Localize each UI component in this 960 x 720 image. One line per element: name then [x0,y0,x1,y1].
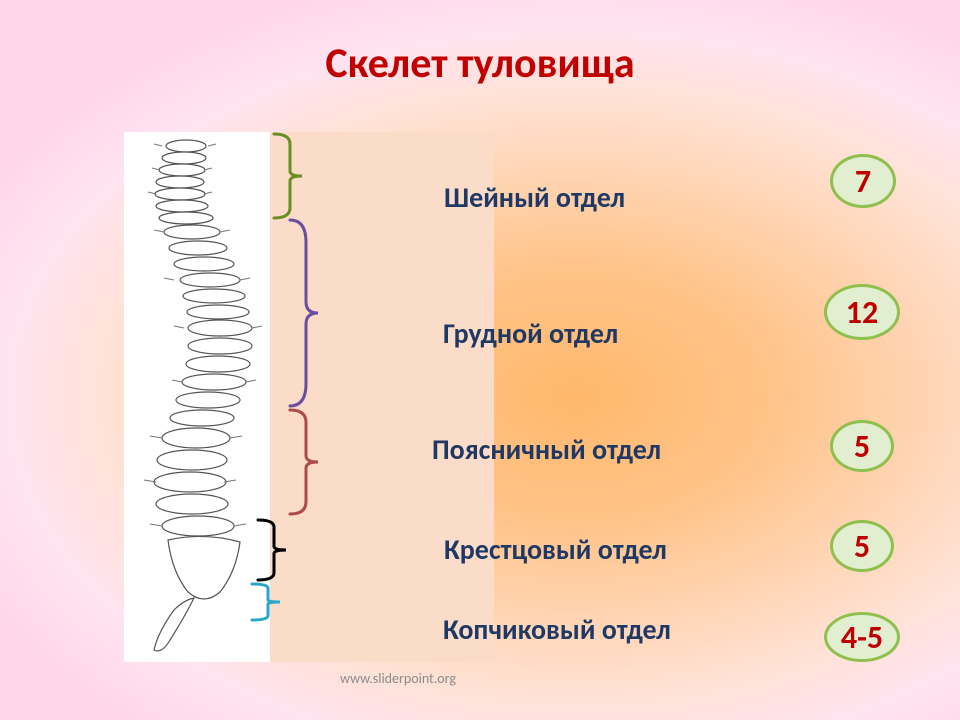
slide: Скелет туловища [0,0,960,720]
label-thoracic: Грудной отдел [443,316,618,351]
count-thoracic: 12 [846,293,878,332]
label-coccyx: Копчиковый отдел [443,612,671,647]
bubble-coccyx: 4-5 [824,612,900,662]
count-cervical: 7 [855,162,871,201]
footer-url: www.sliderpoint.org [340,670,456,687]
slide-title: Скелет туловища [0,38,960,89]
label-sacral: Крестцовый отдел [444,532,667,567]
spine-icon [124,132,270,662]
spine-panel [124,132,494,662]
label-cervical: Шейный отдел [444,180,625,215]
bubble-sacral: 5 [830,520,894,572]
label-lumbar: Поясничный отдел [432,432,661,467]
count-coccyx: 4-5 [841,618,883,657]
bubble-thoracic: 12 [824,284,900,340]
bubble-lumbar: 5 [830,420,894,472]
bubble-cervical: 7 [830,154,896,208]
count-sacral: 5 [854,527,870,566]
count-lumbar: 5 [854,427,870,466]
